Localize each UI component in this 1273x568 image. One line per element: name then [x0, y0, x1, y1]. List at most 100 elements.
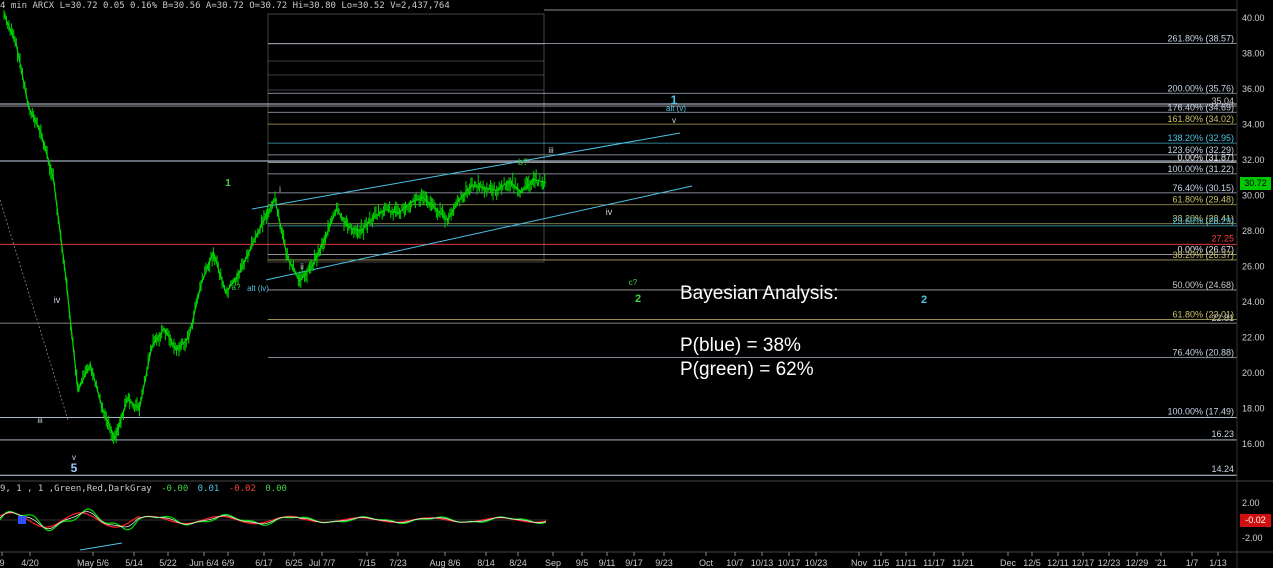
x-axis-tick: Jun 6/4 — [189, 558, 219, 568]
x-axis-tick: 10/13 — [751, 558, 774, 568]
x-axis-tick: 7/15 — [358, 558, 376, 568]
level-label: 16.23 — [1211, 429, 1234, 439]
x-axis-tick: 5/22 — [159, 558, 177, 568]
fib-level-label: 0.00% (26.67) — [1177, 245, 1234, 255]
x-axis-tick: 12/23 — [1098, 558, 1121, 568]
wave-label: 1 — [225, 178, 231, 189]
x-axis-tick: 1/13 — [1209, 558, 1227, 568]
wave-label: 2 — [635, 293, 641, 305]
annotation-green-probability: P(green) = 62% — [680, 359, 814, 380]
last-price-badge: 30.72 — [1240, 177, 1271, 190]
price-axis-tick: 28.00 — [1242, 226, 1265, 236]
price-axis-tick: 32.00 — [1242, 155, 1265, 165]
x-axis-tick: 11/21 — [952, 558, 974, 568]
fib-level-label: 76.40% (20.88) — [1172, 347, 1234, 357]
indicator-trendline — [79, 542, 123, 551]
indicator-axis-tick: -2.00 — [1242, 533, 1263, 543]
price-axis-tick: 26.00 — [1242, 262, 1265, 272]
x-axis-tick: 11/17 — [923, 558, 945, 568]
fib-level-label: 176.40% (34.69) — [1167, 102, 1234, 112]
x-axis-tick: 1/7 — [1186, 558, 1199, 568]
indicator-value-3: -0.02 — [228, 484, 256, 494]
x-axis-tick: 8/24 — [509, 558, 527, 568]
wave-label: c? — [629, 278, 638, 287]
level-label: 14.24 — [1211, 464, 1234, 474]
x-axis-tick: '21 — [1155, 558, 1167, 568]
x-axis-tick: 9 — [0, 558, 5, 568]
x-axis-tick: 12/17 — [1072, 558, 1095, 568]
header-text: 4 min ARCX L=30.72 0.05 0.16% B=30.56 A=… — [0, 1, 450, 11]
fib-level-label: 61.80% (29.48) — [1172, 195, 1234, 205]
level-label: 27.25 — [1211, 233, 1234, 243]
indicator-value-1: -0.00 — [161, 484, 189, 494]
wave-label: b? — [518, 157, 528, 167]
price-axis-tick: 38.00 — [1242, 49, 1265, 59]
x-axis-tick: 11/11 — [895, 558, 916, 568]
indicator-axis-tick: 2.00 — [1242, 498, 1260, 508]
fib-level-label: 200.00% (35.76) — [1167, 83, 1234, 93]
wave-label: 2 — [921, 294, 927, 306]
x-axis-tick: May 5/6 — [77, 558, 109, 568]
lower-channel — [265, 185, 693, 281]
x-axis-tick: Oct — [699, 558, 714, 568]
fib-level-label: 161.80% (34.02) — [1167, 114, 1234, 124]
price-axis-tick: 16.00 — [1242, 439, 1265, 449]
annotation-title: Bayesian Analysis: — [680, 283, 839, 304]
indicator-params: 9, 1 , 1 ,Green,Red,DarkGray — [0, 484, 152, 494]
wave-label: i — [279, 185, 281, 194]
x-axis-tick: 10/7 — [726, 558, 744, 568]
fib-level-label: 123.60% (32.29) — [1167, 145, 1234, 155]
fib-level-label: 100.00% (31.22) — [1167, 164, 1234, 174]
fib-level-label: 138.20% (32.95) — [1167, 133, 1234, 143]
wave-label: iv — [54, 295, 61, 305]
x-axis-tick: 4/20 — [21, 558, 39, 568]
x-axis-tick: Jul 7/7 — [309, 558, 336, 568]
fib-level-label: 261.80% (38.57) — [1167, 33, 1234, 43]
wave-label: alt (iv) — [247, 284, 269, 293]
indicator-value-2: 0.01 — [197, 484, 220, 494]
indicator-signal-line — [0, 511, 547, 530]
fib-level-label: 38.20% (26.37) — [1172, 250, 1234, 260]
fib-level-label: 22.81 — [1211, 313, 1234, 323]
indicator-marker — [18, 516, 26, 524]
wave-label: ii — [300, 262, 304, 271]
fib-level-label: 35.04 — [1211, 96, 1234, 106]
price-axis-tick: 22.00 — [1242, 333, 1265, 343]
indicator-value-4: 0.00 — [265, 484, 287, 494]
x-axis-tick: 9/17 — [625, 558, 643, 568]
x-axis-tick: 12/5 — [1023, 558, 1041, 568]
x-axis-tick: 9/23 — [655, 558, 673, 568]
price-axis-tick: 36.00 — [1242, 84, 1265, 94]
fib-level-label: 50.00% (24.68) — [1172, 280, 1234, 290]
x-axis-tick: 9/11 — [599, 558, 616, 568]
x-axis-tick: 10/17 — [778, 558, 801, 568]
x-axis-tick: 6/25 — [285, 558, 303, 568]
price-series — [3, 9, 547, 445]
fib-level-label: 61.80% (23.01) — [1172, 310, 1234, 320]
x-axis-tick: Dec — [1000, 558, 1017, 568]
x-axis-tick: Sep — [545, 558, 561, 568]
annotation-blue-probability: P(blue) = 38% — [680, 335, 801, 356]
wave-label: alt (v) — [666, 104, 686, 113]
price-axis-tick: 24.00 — [1242, 297, 1265, 307]
level-label: 100.00% (17.49) — [1167, 407, 1234, 417]
price-axis-tick: 34.00 — [1242, 120, 1265, 130]
price-axis-tick: 18.00 — [1242, 404, 1265, 414]
price-axis-tick: 40.00 — [1242, 13, 1265, 23]
chart-header: 4 min ARCX L=30.72 0.05 0.16% B=30.56 A=… — [0, 1, 450, 11]
upper-channel — [251, 132, 681, 210]
wave-label: iii — [37, 416, 43, 425]
fib-level-label: 76.40% (30.15) — [1172, 183, 1234, 193]
price-axis-tick: 20.00 — [1242, 368, 1265, 378]
fib-levels: 261.80% (38.57)200.00% (35.76)35.04176.4… — [0, 33, 1237, 476]
price-axis-tick: 30.00 — [1242, 191, 1265, 201]
wave-label: 1 — [671, 93, 678, 107]
wave-label: iii — [548, 146, 554, 155]
x-axis-tick: 5/14 — [125, 558, 143, 568]
x-axis-tick: 6/17 — [255, 558, 273, 568]
fib-level-label: 23.60% (28.29) — [1172, 216, 1234, 226]
grid-layer — [267, 9, 1237, 263]
